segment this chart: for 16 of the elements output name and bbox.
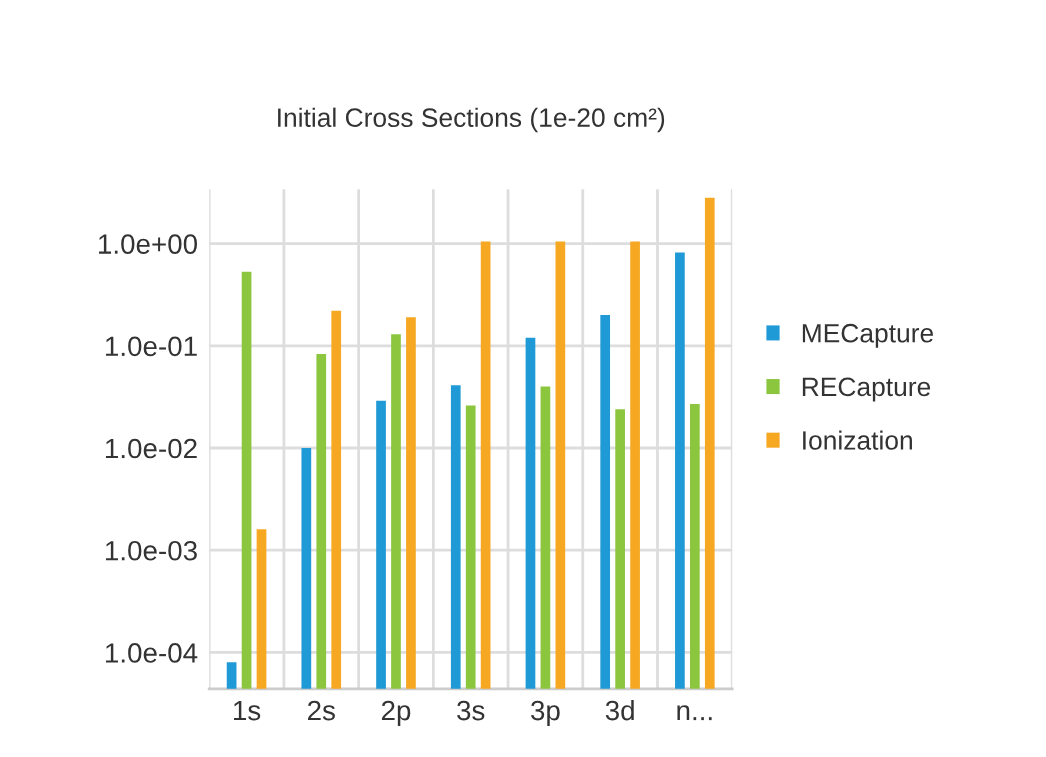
x-tick-label: 3s: [457, 700, 485, 721]
legend-label: MECapture: [802, 323, 934, 348]
legend-label: Ionization: [803, 430, 912, 450]
y-tick-label: 1.0e-03: [106, 540, 197, 561]
y-tick-label: 1.0e-04: [106, 643, 198, 663]
x-tick-label: 1s: [234, 701, 261, 721]
y-tick-label: 1.0e-01: [106, 336, 197, 357]
x-tick-label: n...: [677, 705, 712, 721]
x-tick-label: 3p: [531, 700, 560, 726]
y-tick-label: 1.0e+00: [99, 234, 198, 254]
legend-label: RECapture: [802, 377, 931, 402]
y-tick-label: 1.0e-02: [106, 438, 197, 459]
chart-title: Initial Cross Sections (1e-20 cm²): [278, 107, 665, 133]
x-tick-label: 3d: [605, 699, 634, 721]
x-tick-label: 2s: [308, 700, 335, 721]
x-tick-label: 2p: [381, 700, 411, 726]
